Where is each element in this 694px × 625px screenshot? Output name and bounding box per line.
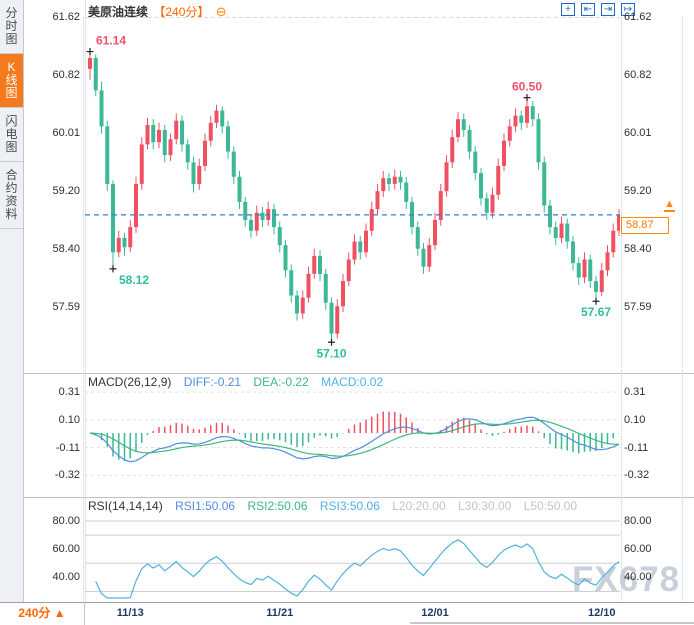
axis-label: 57.59 [624,300,652,313]
sidebar: 分 时 图 K 线 图 闪 电 图 合 约 资 料 [0,0,24,602]
watermark: FX678 [572,560,681,599]
axis-label: 58.40 [52,242,80,255]
axis-label: 59.20 [52,185,80,198]
dea-line [89,419,620,457]
rsi-plot [85,520,620,599]
main-macd-separator [24,373,694,374]
axis-label: 0.31 [624,386,646,399]
axis-label: 60.00 [52,543,80,556]
axis-label: -0.11 [55,441,80,454]
date-label: 11/13 [116,607,144,619]
axis-label: 0.10 [58,413,80,426]
axis-label: 60.01 [52,126,80,139]
period-tag: 【240分】 [153,5,210,19]
chart-toolbar: + ⇤ ⇥ ↦ [561,3,635,16]
rsi-line [95,539,620,599]
macd-params: MACD(26,12,9) [88,375,172,389]
axis-label: -0.32 [624,469,650,482]
axis-label: 57.59 [52,300,80,313]
low-annotation: 57.10 [316,346,346,360]
axis-label: 40.00 [52,571,80,584]
date-label: 12/10 [587,607,616,619]
sidebar-item-kline-chart[interactable]: K 线 图 [0,54,23,108]
axis-label: 0.31 [58,386,80,399]
rsi3-value: RSI3:50.06 [319,499,380,513]
price-up-arrow-icon: ▲ [664,198,675,212]
diff-line [89,416,620,463]
date-label: 12/01 [421,607,449,619]
rsi1-value: RSI1:50.06 [175,499,236,513]
zoom-out-icon[interactable]: ⊖ [215,4,227,19]
low-annotation: 57.67 [581,305,611,319]
scale-right-icon[interactable]: ⇥ [601,3,615,16]
macd-plot [85,391,620,476]
axis-label: 61.62 [624,11,652,23]
rsi-l20: L20:20.00 [392,499,446,513]
macd-hist-value: MACD:0.02 [321,375,384,389]
sidebar-item-timeshare-chart[interactable]: 分 时 图 [0,0,23,54]
axis-label: -0.32 [54,469,80,482]
bottom-bar [0,602,694,625]
crosshair-icon[interactable]: + [561,3,575,16]
range-scrollbar[interactable] [410,622,694,624]
axis-label: 61.62 [52,11,80,23]
high-annotation: 61.14 [96,34,126,48]
axis-label: 80.00 [52,515,80,527]
axis-label: 58.40 [624,242,652,255]
right-axis-ticks-outer [682,17,683,602]
macd-rsi-separator [24,497,694,498]
axis-label: 60.01 [624,126,652,139]
axis-label: 40.00 [624,571,652,584]
axis-label: 60.82 [624,68,652,81]
axis-label: 59.20 [624,185,652,198]
rsi-l50: L50:50.00 [523,499,578,513]
macd-diff-value: DIFF:-0.21 [183,375,242,389]
macd-dea-value: DEA:-0.22 [253,375,309,389]
symbol-name: 美原油连续 [88,5,149,19]
rsi-params: RSI(14,14,14) [88,499,163,513]
rsi-l30: L30:30.00 [457,499,512,513]
macd-header: MACD(26,12,9) DIFF:-0.21 DEA:-0.22 MACD:… [88,375,383,389]
rsi-header: RSI(14,14,14) RSI1:50.06 RSI2:50.06 RSI3… [88,499,577,513]
current-price-tag: 58.87 [621,217,669,234]
right-axis-ticks-inner [621,17,622,602]
high-annotation: 60.50 [512,80,542,94]
pan-right-icon[interactable]: ↦ [621,3,635,16]
axis-label: 80.00 [624,515,652,527]
date-label: 11/21 [266,607,294,619]
sidebar-item-contract-info[interactable]: 合 约 资 料 [0,162,23,229]
axis-label: 60.00 [624,543,652,556]
axis-label: 0.10 [624,413,646,426]
axis-label: 60.82 [52,68,80,81]
low-annotation: 58.12 [119,273,149,287]
axis-label: -0.11 [624,441,649,454]
chart-title: 美原油连续 【240分】 ⊖ [88,3,227,20]
scale-left-icon[interactable]: ⇤ [581,3,595,16]
period-selector[interactable]: 240分 ▲ [0,602,85,625]
plot-left-border [85,0,86,602]
candlestick-plot: 61.14 58.12 57.10 60.50 57.67 [85,17,620,360]
left-axis-ticks [83,17,84,602]
sidebar-item-lightning-chart[interactable]: 闪 电 图 [0,108,23,162]
rsi2-value: RSI2:50.06 [247,499,308,513]
